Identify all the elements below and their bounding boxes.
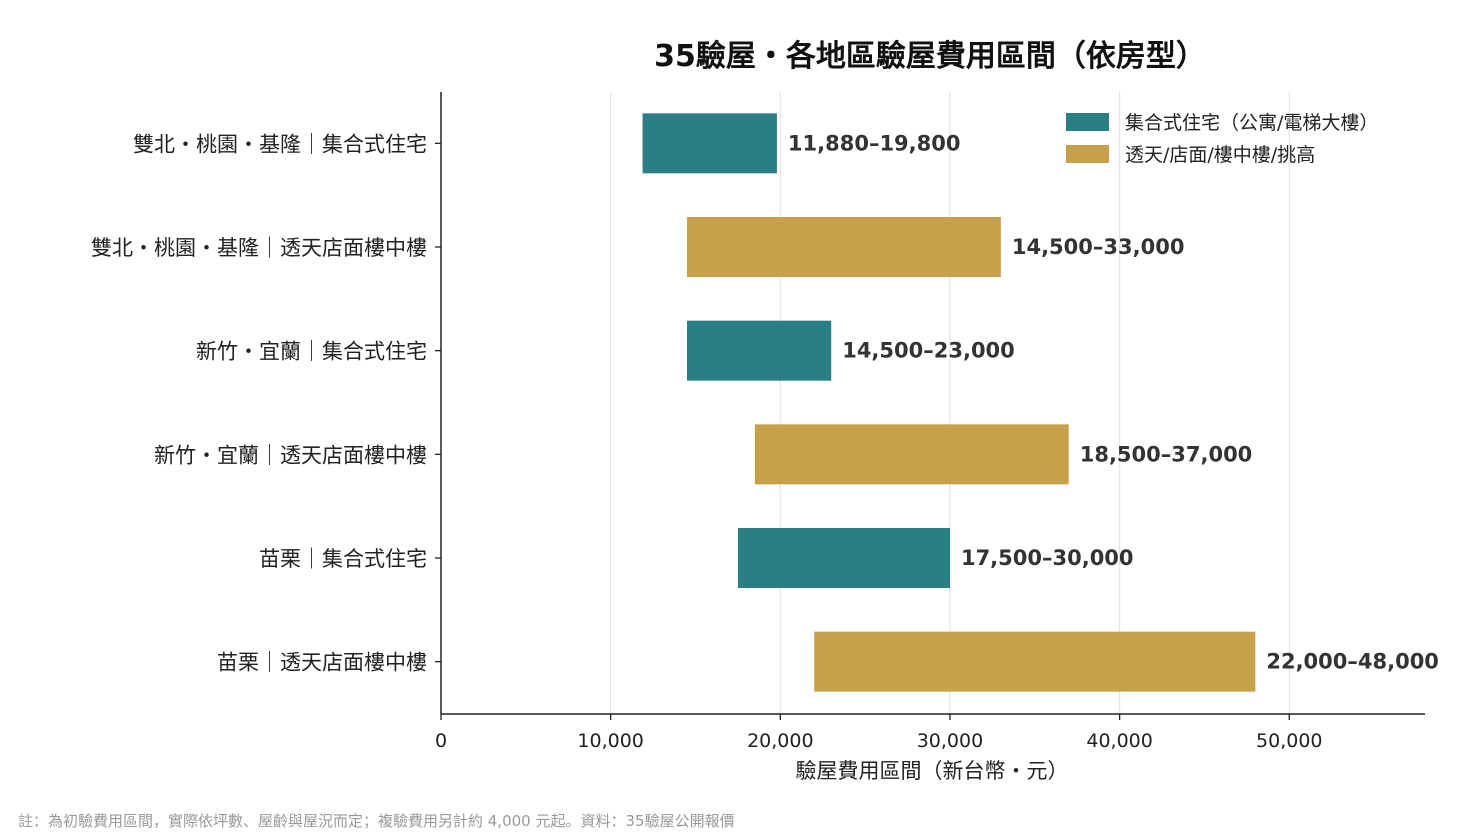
legend-swatch bbox=[1066, 113, 1109, 131]
bars bbox=[642, 113, 1256, 692]
range-bar bbox=[754, 424, 1069, 485]
data-label: 11,880–19,800 bbox=[788, 131, 961, 155]
x-tick-labels: 0 10,000 20,000 30,000 40,000 50,000 bbox=[435, 730, 1323, 752]
x-tick-label: 40,000 bbox=[1086, 730, 1152, 752]
footnote: 註：為初驗費用區間，實際依坪數、屋齡與屋況而定；複驗費用另計約 4,000 元起… bbox=[18, 812, 735, 830]
y-tick-label: 雙北・桃園・基隆｜集合式住宅 bbox=[133, 132, 427, 156]
range-bar bbox=[737, 528, 950, 588]
data-labels: 11,880–19,800 14,500–33,000 14,500–23,000 1… bbox=[788, 131, 1439, 673]
x-tick-label: 50,000 bbox=[1256, 730, 1322, 752]
legend-swatch bbox=[1066, 145, 1109, 163]
y-tick-label: 新竹・宜蘭｜集合式住宅 bbox=[196, 340, 427, 364]
range-bar bbox=[687, 320, 832, 381]
data-label: 22,000–48,000 bbox=[1266, 650, 1439, 674]
legend-label: 集合式住宅（公寓/電梯大樓） bbox=[1125, 112, 1378, 134]
grid-lines bbox=[610, 92, 1290, 714]
legend-label: 透天/店面/樓中樓/挑高 bbox=[1125, 144, 1315, 166]
x-tick-label: 20,000 bbox=[747, 730, 813, 752]
range-bar bbox=[642, 113, 777, 174]
range-bar-chart: 35驗屋・各地區驗屋費用區間（依房型） 11,880–19,800 14,500–… bbox=[91, 39, 1439, 783]
data-label: 17,500–30,000 bbox=[961, 546, 1134, 570]
range-bar bbox=[814, 631, 1256, 692]
y-tick-label: 苗栗｜透天店面樓中樓 bbox=[217, 651, 427, 675]
y-tick-label: 雙北・桃園・基隆｜透天店面樓中樓 bbox=[91, 236, 427, 260]
axes bbox=[435, 92, 1425, 720]
chart-title: 35驗屋・各地區驗屋費用區間（依房型） bbox=[654, 39, 1206, 74]
y-tick-label: 新竹・宜蘭｜透天店面樓中樓 bbox=[154, 443, 427, 467]
data-label: 14,500–23,000 bbox=[842, 339, 1015, 363]
legend: 集合式住宅（公寓/電梯大樓） 透天/店面/樓中樓/挑高 bbox=[1066, 112, 1378, 166]
x-axis-label: 驗屋費用區間（新台幣・元） bbox=[796, 759, 1069, 783]
x-tick-label: 30,000 bbox=[917, 730, 983, 752]
y-tick-labels: 雙北・桃園・基隆｜集合式住宅雙北・桃園・基隆｜透天店面樓中樓新竹・宜蘭｜集合式住… bbox=[91, 132, 427, 674]
x-tick-label: 10,000 bbox=[577, 730, 643, 752]
data-label: 18,500–37,000 bbox=[1080, 442, 1253, 466]
data-label: 14,500–33,000 bbox=[1012, 235, 1185, 259]
x-tick-label: 0 bbox=[435, 730, 447, 752]
y-tick-label: 苗栗｜集合式住宅 bbox=[259, 547, 427, 571]
range-bar bbox=[687, 217, 1001, 277]
